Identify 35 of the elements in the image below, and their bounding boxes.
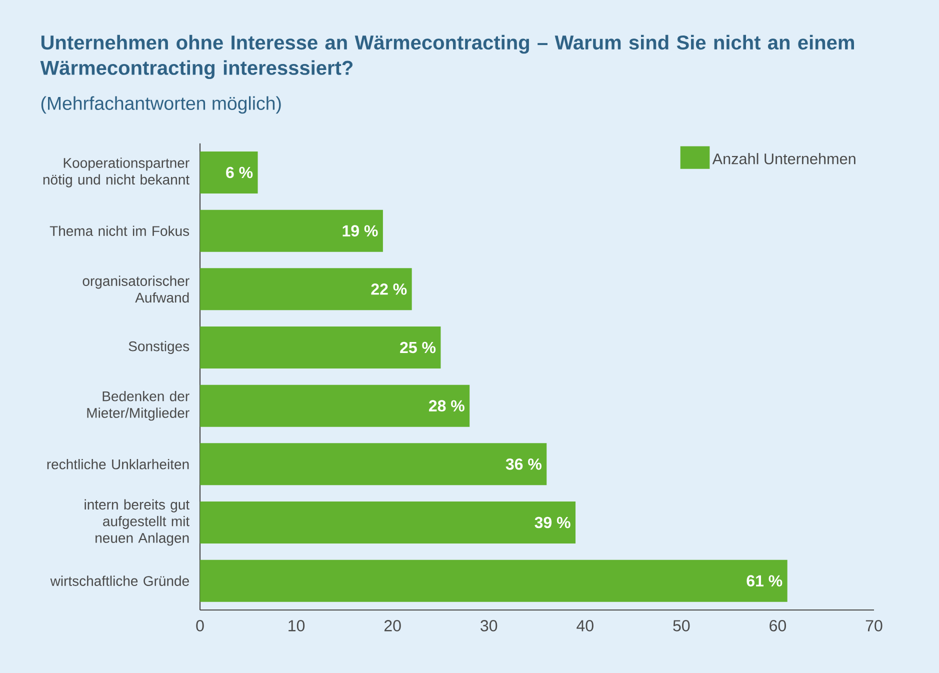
y-tick-label: intern bereits gut aufgestellt mit neuen Anlagen [84, 499, 190, 546]
bar [200, 210, 383, 252]
data-label: 19 % [342, 225, 378, 236]
y-tick-label: Kooperationspartner nötig und nicht bekannt [43, 158, 190, 188]
data-label: 36 % [506, 458, 542, 470]
x-tick-label: 0 [196, 620, 204, 632]
x-tick-label: 30 [480, 620, 498, 632]
x-tick-label: 20 [384, 620, 401, 632]
x-tick-label: 10 [288, 620, 305, 632]
y-tick-label: wirtschaftliche Gründe [50, 576, 189, 586]
bar [200, 501, 576, 544]
y-tick-label: Thema nicht im Fokus [50, 226, 190, 236]
data-label: 6 % [226, 166, 253, 178]
x-tick-label: 70 [866, 620, 882, 632]
data-label: 22 % [371, 284, 407, 295]
bar [200, 384, 470, 427]
bar [200, 268, 412, 310]
x-tick-label: 40 [576, 620, 594, 632]
data-label: 61 % [746, 575, 782, 586]
bar [200, 151, 258, 194]
y-tick-label: Bedenken der Mieter/Mitglieder [87, 390, 190, 421]
data-label: 25 % [400, 342, 436, 354]
bar [200, 443, 547, 486]
chart-subtitle: (Mehrfachantworten möglich) [41, 96, 281, 114]
x-tick-label: 50 [673, 620, 690, 632]
y-tick-label: Sonstiges [128, 340, 190, 354]
bar [200, 326, 441, 368]
bar [200, 560, 788, 602]
data-label: 39 % [534, 516, 570, 528]
chart-title: Unternehmen ohne Interesse an Wärmecontracting – Warum sind Sie nicht an einem Wärmecontracting interesssiert? [40, 34, 854, 79]
data-label: 28 % [428, 400, 464, 412]
y-tick-label: organisatorischer Aufwand [82, 276, 190, 303]
legend-label: Anzahl Unternehmen [712, 153, 856, 164]
x-tick-label: 60 [770, 620, 786, 632]
y-tick-label: rechtliche Unklarheiten [47, 459, 189, 470]
